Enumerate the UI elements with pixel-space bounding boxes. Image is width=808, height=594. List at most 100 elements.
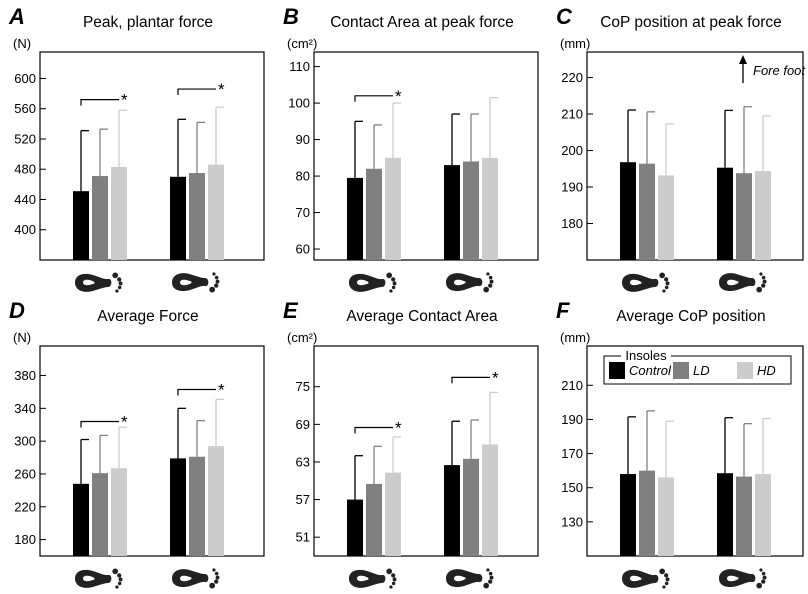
- significance-star: *: [395, 87, 402, 106]
- bar: [736, 476, 752, 556]
- y-tick-label: 69: [296, 417, 310, 432]
- y-tick-label: 90: [296, 132, 310, 147]
- y-tick-label: 520: [14, 131, 36, 146]
- foot-icon: [172, 272, 220, 293]
- plot-frame: [586, 51, 804, 261]
- panel-e: E Average Contact Area (cm²) 51 57 63 69 75 * *: [283, 298, 539, 589]
- panel-label: C: [556, 4, 573, 29]
- panel-title: Average Contact Area: [346, 308, 498, 325]
- bar: [111, 468, 127, 556]
- foot-icon: [719, 272, 767, 293]
- y-tick-label: 190: [561, 180, 583, 195]
- panel-title: Contact Area at peak force: [330, 14, 514, 31]
- panel-title: Average Force: [97, 308, 198, 325]
- significance-bracket: [354, 95, 393, 102]
- panel-c: C CoP position at peak force (mm) 180 190 200…: [556, 4, 806, 293]
- foot-icon: [75, 568, 123, 589]
- significance-star: *: [218, 80, 225, 99]
- y-tick-label: 200: [561, 143, 583, 158]
- y-axis-unit: (N): [13, 330, 31, 345]
- y-tick-label: 220: [561, 70, 583, 85]
- y-tick-label: 380: [14, 368, 36, 383]
- bar: [347, 177, 363, 260]
- y-tick-label: 80: [296, 169, 310, 184]
- y-axis-unit: (mm): [560, 330, 590, 345]
- bar: [482, 444, 498, 556]
- significance-bracket: [451, 376, 490, 384]
- y-tick-label: 51: [296, 530, 310, 545]
- y-tick-label: 100: [288, 96, 310, 111]
- y-tick-label: 60: [296, 242, 310, 257]
- bar: [463, 161, 479, 260]
- foot-icon: [622, 272, 670, 293]
- significance-star: *: [395, 418, 402, 437]
- bar: [444, 165, 460, 260]
- bar: [755, 474, 771, 556]
- bar: [385, 157, 401, 260]
- bar: [170, 458, 186, 556]
- foot-icon: [349, 568, 397, 589]
- foot-icon: [719, 568, 767, 589]
- y-axis-unit: (cm²): [287, 36, 317, 51]
- panel-label: D: [9, 298, 25, 323]
- y-tick-label: 300: [14, 434, 36, 449]
- fore-foot-annotation: Fore foot: [753, 63, 806, 78]
- foot-icon: [349, 272, 397, 293]
- y-tick-label: 560: [14, 101, 36, 116]
- legend-swatch: [609, 362, 625, 379]
- panel-b: B Contact Area at peak force (cm²) 60 70 80 90…: [283, 4, 539, 293]
- y-tick-label: 170: [561, 446, 583, 461]
- bar: [639, 470, 655, 556]
- bar: [463, 458, 479, 556]
- legend-title-bg: [621, 348, 671, 362]
- foot-icon: [446, 272, 494, 293]
- y-axis-unit: (N): [13, 36, 31, 51]
- significance-bracket: [177, 388, 216, 396]
- foot-icon: [622, 568, 670, 589]
- bar: [639, 163, 655, 260]
- bar: [208, 446, 224, 556]
- bar: [208, 164, 224, 260]
- panel-title: Peak, plantar force: [83, 14, 213, 31]
- bar: [189, 173, 205, 260]
- y-axis-unit: (mm): [560, 36, 590, 51]
- significance-bracket: [80, 420, 119, 428]
- y-tick-label: 210: [561, 378, 583, 393]
- y-tick-label: 210: [561, 107, 583, 122]
- panel-label: B: [283, 4, 299, 29]
- significance-star: *: [492, 368, 499, 387]
- legend-title: Insoles: [625, 348, 667, 363]
- y-tick-label: 63: [296, 454, 310, 469]
- bar: [385, 472, 401, 556]
- panel-label: F: [556, 298, 570, 323]
- bar: [736, 173, 752, 260]
- significance-bracket: [177, 88, 216, 96]
- plot-frame: [39, 345, 265, 557]
- bar: [73, 191, 89, 260]
- y-tick-label: 600: [14, 71, 36, 86]
- bar: [658, 477, 674, 556]
- plot-frame: [313, 345, 539, 557]
- bar: [482, 157, 498, 260]
- bar: [111, 166, 127, 260]
- bar: [170, 176, 186, 260]
- y-tick-label: 130: [561, 514, 583, 529]
- significance-star: *: [218, 380, 225, 399]
- bar: [717, 167, 733, 260]
- panel-a: A Peak, plantar force (N) 400 440 480 520 560 60…: [8, 4, 265, 293]
- panel-f: F Average CoP position (mm) 130 150 170 190 210…: [556, 298, 804, 589]
- y-tick-label: 260: [14, 466, 36, 481]
- bar: [658, 175, 674, 260]
- y-tick-label: 180: [561, 216, 583, 231]
- arrow-head: [739, 55, 747, 64]
- legend-label: LD: [693, 363, 710, 378]
- bar: [444, 465, 460, 556]
- foot-icon: [446, 568, 494, 589]
- y-tick-label: 57: [296, 492, 310, 507]
- significance-star: *: [121, 91, 128, 110]
- y-tick-label: 220: [14, 499, 36, 514]
- bar: [92, 176, 108, 260]
- bar: [347, 499, 363, 556]
- y-tick-label: 400: [14, 222, 36, 237]
